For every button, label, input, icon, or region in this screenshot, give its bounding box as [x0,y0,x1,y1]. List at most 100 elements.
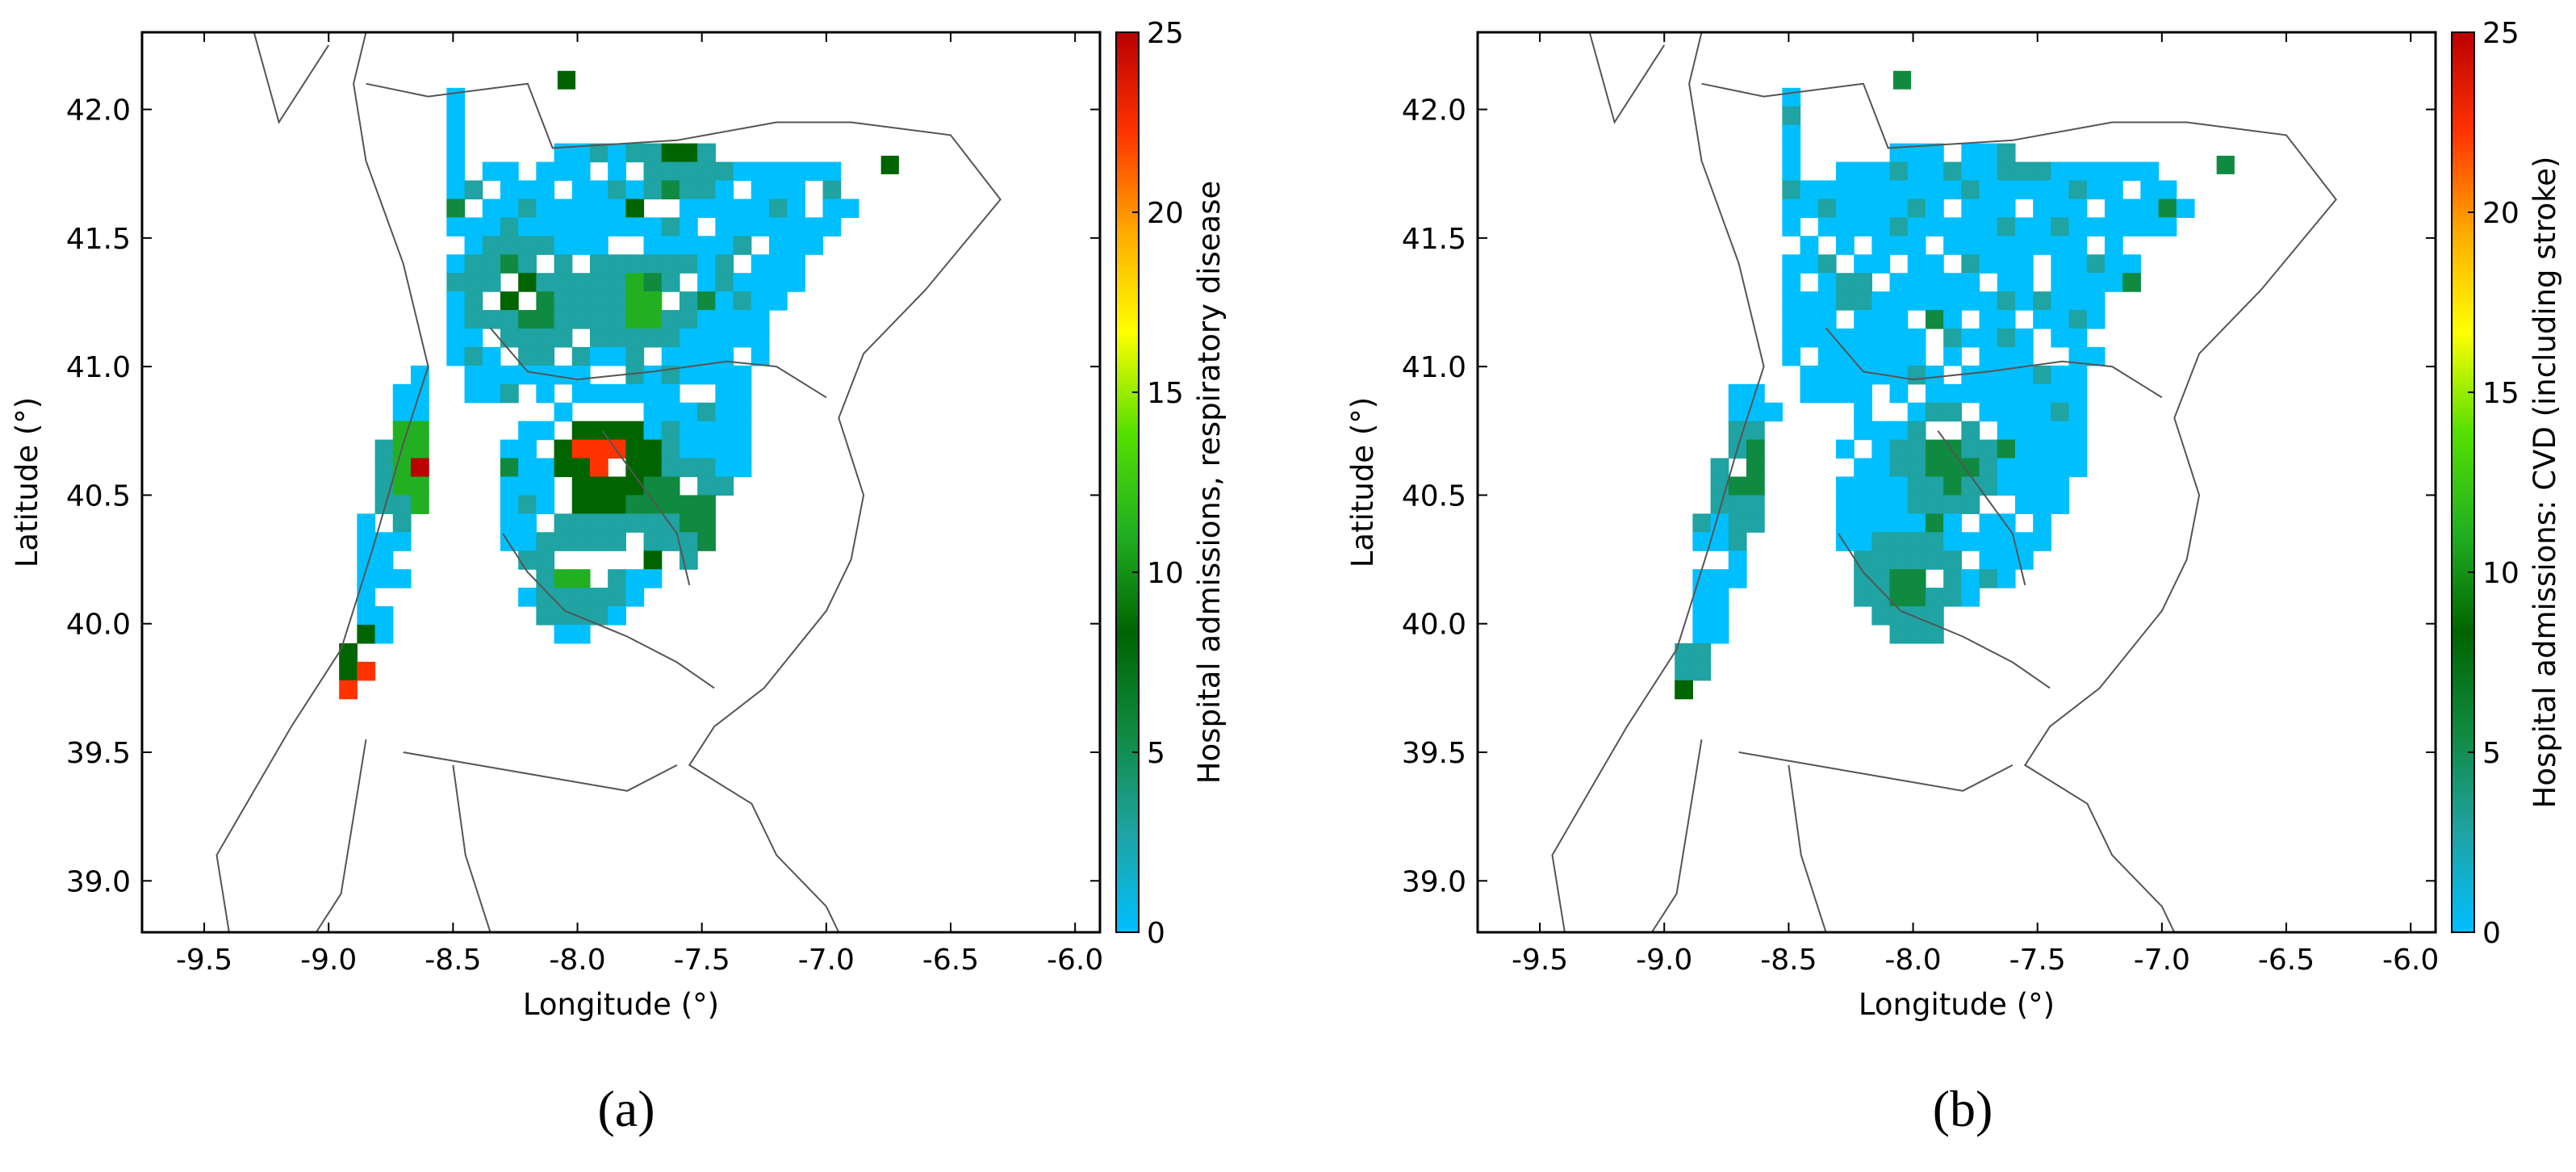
heatmap-cell [1997,402,2016,422]
heatmap-cell [518,476,537,496]
heatmap-cell [1800,254,1819,274]
heatmap-cell [1907,495,1926,514]
heatmap-cell [446,346,466,366]
heatmap-cell [643,291,663,311]
heatmap-cell [1907,328,1926,348]
border-line [1551,31,1765,933]
border-line [1825,327,2163,399]
heatmap-cell [2104,180,2123,200]
x-tick-label: -7.0 [2134,944,2190,977]
heatmap-cell [661,495,680,514]
heatmap-cell [1871,532,1891,551]
heatmap-cell [1800,383,1819,404]
heatmap-cell [608,273,626,292]
heatmap-cell [1925,495,1944,514]
heatmap-cell [1817,180,1837,200]
heatmap-cell [1961,532,1980,551]
heatmap-cell [536,328,555,348]
heatmap-cell [1943,513,1962,533]
heatmap-cell [1907,236,1926,255]
heatmap-cell [1979,569,1998,588]
y-axis-label: Latitude (°) [1345,397,1380,567]
x-tick-label: -6.5 [2258,944,2315,977]
heatmap-cell [768,291,788,311]
heatmap-cell [2086,217,2106,236]
heatmap-cell [571,606,591,626]
plot-frame [1476,31,2437,934]
heatmap-cell [446,161,466,182]
heatmap-cell [554,402,573,422]
heatmap-cell [625,273,645,292]
heatmap-cell [518,236,537,255]
heatmap-cell [1979,513,1998,533]
heatmap-cell [571,161,591,182]
heatmap-cell [446,328,466,348]
heatmap-cell [1961,458,1980,478]
heatmap-cell [661,421,680,441]
heatmap-cell [1943,273,1962,292]
heatmap-cell [2033,495,2051,514]
heatmap-cell [1907,143,1926,163]
heatmap-cell [1889,513,1909,533]
heatmap-cell [1943,310,1962,329]
heatmap-cell [1889,273,1909,292]
heatmap-cell [643,513,663,533]
heatmap-cell [608,199,626,218]
heatmap-cell [1871,180,1891,200]
heatmap-cell [589,199,608,218]
heatmap-cell [536,606,555,626]
x-tick-label: -6.0 [2382,944,2439,977]
heatmap-cell [1889,439,1909,459]
heatmap-cell [1979,180,1998,200]
heatmap-cell [410,439,429,459]
heatmap-cell [536,180,555,200]
heatmap-cell [608,588,626,607]
panel-label: (a) [597,1080,654,1137]
heatmap-cell [608,606,626,626]
heatmap-cell [643,439,663,459]
heatmap-cell [2014,383,2034,404]
heatmap-cell [1925,383,1944,404]
heatmap-cell [1907,550,1926,570]
heatmap-cell [1997,383,2016,404]
heatmap-cell [1817,291,1837,311]
heatmap-cell [571,365,591,385]
heatmap-cell [1889,569,1909,588]
heatmap-cell [1979,402,1998,422]
x-tick-label: -9.5 [1512,944,1568,977]
heatmap-cell [2014,217,2034,236]
heatmap-cell [2051,254,2070,274]
x-tick-label: -7.5 [2009,944,2066,977]
heatmap-cell [1961,439,1980,459]
heatmap-cell [1746,458,1765,478]
heatmap-cell [1961,291,1980,311]
heatmap-cell [643,236,663,255]
heatmap-cell [1871,495,1891,514]
heatmap-cell [374,532,394,551]
heatmap-cell [2104,161,2123,182]
heatmap-cell [1925,365,1944,385]
heatmap-cell [1871,513,1891,533]
heatmap-cell [625,513,645,533]
heatmap-cell [464,180,483,200]
heatmap-cell [608,476,626,496]
heatmap-cell [464,328,483,348]
heatmap-cell [608,180,626,200]
heatmap-cell [2068,199,2088,218]
heatmap-cell [571,439,591,459]
heatmap-cell [446,254,466,274]
border-line [253,31,330,124]
heatmap-cell [410,476,429,496]
heatmap-cell [571,383,591,404]
heatmap-cell [589,421,608,441]
heatmap-cell [1943,550,1962,570]
heatmap-cell [1854,402,1872,422]
heatmap-cell [661,458,680,478]
heatmap-cell [1854,217,1872,236]
heatmap-cell [571,476,591,496]
colorbar-tick-label: 20 [1147,197,1184,230]
heatmap-cell [822,217,842,236]
heatmap-cell [1728,495,1747,514]
heatmap-cell [1925,310,1944,329]
heatmap-cell [2216,155,2235,174]
